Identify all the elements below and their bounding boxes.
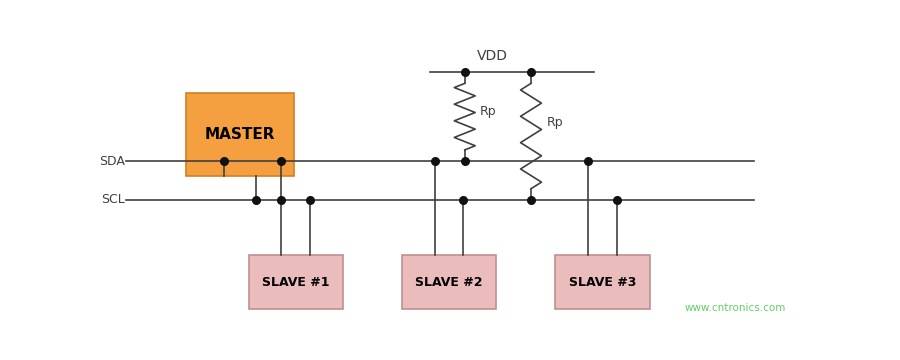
FancyBboxPatch shape [555, 255, 650, 309]
Text: SLAVE #1: SLAVE #1 [262, 276, 329, 289]
Text: Rp: Rp [546, 116, 563, 129]
Text: Rp: Rp [480, 105, 497, 118]
Text: www.cntronics.com: www.cntronics.com [684, 303, 786, 314]
FancyBboxPatch shape [248, 255, 343, 309]
Text: SDA: SDA [99, 154, 125, 167]
Text: VDD: VDD [477, 49, 508, 63]
Text: SCL: SCL [102, 193, 125, 206]
Text: SLAVE #3: SLAVE #3 [569, 276, 636, 289]
FancyBboxPatch shape [402, 255, 496, 309]
Text: MASTER: MASTER [204, 127, 275, 142]
FancyBboxPatch shape [185, 93, 293, 176]
Text: SLAVE #2: SLAVE #2 [415, 276, 482, 289]
